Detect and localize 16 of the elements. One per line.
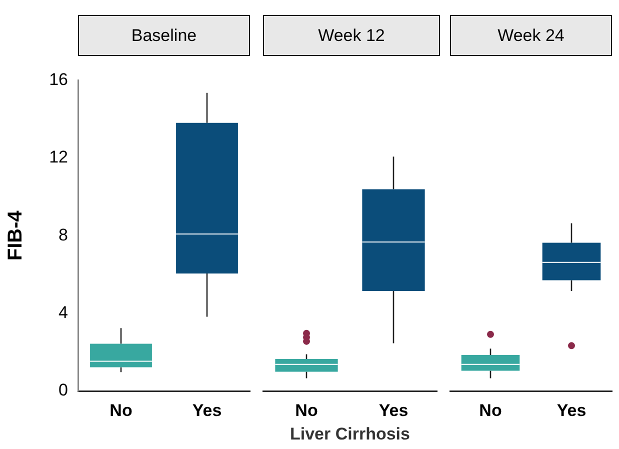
y-tick-label: 16 bbox=[49, 70, 68, 89]
x-axis-title: Liver Cirrhosis bbox=[290, 424, 410, 444]
x-tick-label: No bbox=[479, 400, 502, 420]
x-tick-label: Yes bbox=[192, 400, 222, 420]
chart-title: Week 12 bbox=[263, 15, 440, 56]
y-tick-label: 0 bbox=[58, 380, 68, 400]
x-tick-label: No bbox=[295, 400, 318, 420]
y-axis-title: FIB-4 bbox=[4, 210, 27, 261]
chart-title: Baseline bbox=[78, 15, 250, 56]
y-tick-label: 12 bbox=[49, 148, 68, 167]
y-tick-label: 8 bbox=[58, 225, 68, 244]
x-tick-label: Yes bbox=[556, 400, 586, 420]
y-tick-label: 4 bbox=[58, 302, 68, 322]
x-tick-label: Yes bbox=[378, 400, 408, 420]
x-tick-label: No bbox=[110, 400, 132, 420]
chart-title: Week 24 bbox=[450, 15, 612, 56]
